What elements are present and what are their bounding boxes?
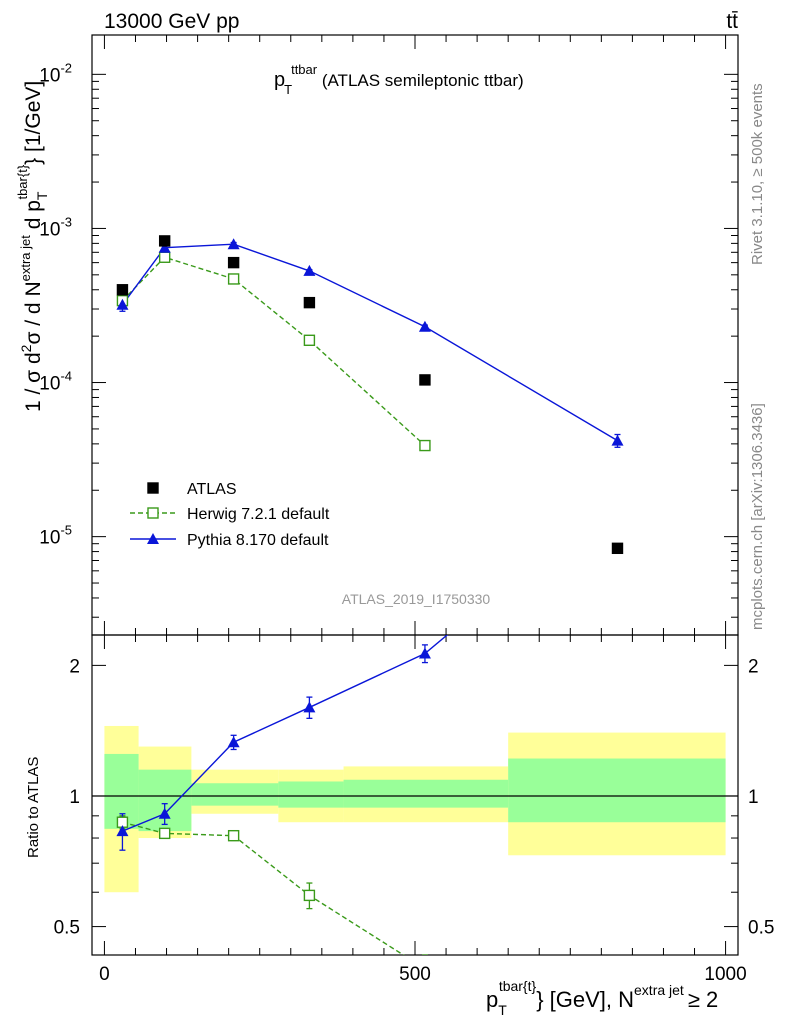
- main-axis-ticks: 10-210-310-410-5: [39, 35, 738, 635]
- main-ytick-label: 10-3: [39, 214, 72, 240]
- ylabel-sup2: 2: [18, 344, 34, 352]
- main-ytick-base: 10: [39, 374, 60, 395]
- legend-herwig-label: Herwig 7.2.1 default: [187, 506, 330, 523]
- main-ytick-base: 10: [39, 528, 60, 549]
- header-right: tt̄: [726, 10, 738, 33]
- legend-herwig-marker: [147, 507, 159, 519]
- ylabel-sup-extra: extra jet: [18, 235, 33, 282]
- pythia-point: [303, 264, 316, 276]
- xlabel-rest: } [GeV], N: [536, 987, 634, 1012]
- ratio-ylabel: Ratio to ATLAS: [25, 757, 42, 858]
- main-ytick-label: 10-4: [39, 369, 72, 395]
- main-ytick-base: 10: [39, 219, 60, 240]
- pythia-point: [116, 298, 129, 310]
- ratio-band-inner: [508, 758, 726, 823]
- pythia-ratio-point: [227, 736, 240, 748]
- pythia-ratio-point: [158, 807, 171, 819]
- herwig-ratio-point: [227, 829, 240, 842]
- ratio-bands: [92, 725, 738, 893]
- pythia-point: [227, 238, 240, 250]
- main-title-sub: T: [284, 82, 292, 97]
- main-title: pTttbar (ATLAS semileptonic ttbar): [274, 62, 524, 97]
- legend-pythia-label: Pythia 8.170 default: [187, 532, 329, 549]
- main-title-sup: ttbar: [291, 62, 318, 77]
- main-ytick-exp: -5: [60, 523, 72, 538]
- xlabel-p: p: [486, 987, 498, 1012]
- herwig-ratio-line: [122, 821, 405, 955]
- atlas-point: [419, 374, 431, 386]
- ratio-ytick-label: 2: [69, 656, 80, 677]
- pythia-line: [121, 243, 618, 442]
- herwig-point: [303, 334, 316, 346]
- atlas-point: [303, 296, 316, 309]
- rivet-label: Rivet 3.1.10, ≥ 500k events: [749, 83, 766, 265]
- pythia-point: [611, 434, 624, 446]
- ratio-band-inner: [191, 783, 279, 806]
- ratio-data: [116, 487, 623, 955]
- pythia-ratio-point: [418, 647, 431, 659]
- main-title-p: p: [274, 69, 285, 91]
- ylabel-sub-T: T: [34, 191, 50, 200]
- pythia-ratio-point: [303, 701, 316, 713]
- ratio-ytick-label: 1: [69, 787, 80, 808]
- xlabel-sup: tbar{t}: [499, 978, 537, 994]
- atlas-point: [158, 235, 171, 247]
- ratio-band-inner: [278, 781, 344, 808]
- ratio-ytick-label-right: 0.5: [748, 918, 774, 939]
- ratio-axis-ticks: 0.5 0.5 1 1 2 2 0 500 1000: [54, 635, 774, 985]
- main-ytick-label: 10-2: [39, 60, 72, 86]
- pythia-ratio-line: [122, 635, 449, 832]
- atlas-point: [116, 284, 129, 296]
- herwig-point: [419, 439, 431, 452]
- mcplots-label: mcplots.cern.ch [arXiv:1306.3436]: [749, 403, 766, 630]
- xlabel-sub: T: [498, 1002, 507, 1018]
- main-ytick-exp: -2: [60, 60, 72, 75]
- ratio-ytick-label-right: 2: [748, 656, 759, 677]
- ratio-band-inner: [343, 779, 509, 808]
- analysis-id: ATLAS_2019_I1750330: [342, 591, 491, 607]
- main-title-rest: (ATLAS semileptonic ttbar): [317, 71, 524, 90]
- pythia-ratio-point: [611, 487, 623, 498]
- pythia-point: [158, 241, 171, 253]
- x-axis-label: pTtbar{t}} [GeV], Nextra jet ≥ 2: [486, 978, 718, 1018]
- atlas-point: [611, 542, 624, 555]
- ylabel-part3: d p: [22, 200, 45, 235]
- xlabel-sup2: extra jet: [634, 982, 684, 998]
- atlas-point: [227, 256, 240, 269]
- pythia-ratio-point: [116, 825, 129, 837]
- herwig-point: [227, 273, 240, 285]
- main-ytick-exp: -4: [60, 369, 72, 384]
- main-ytick-label: 10-5: [39, 523, 72, 549]
- main-ytick-exp: -3: [60, 214, 72, 229]
- ratio-xtick-label: 1000: [704, 964, 746, 985]
- ylabel-part1: 1 / σ d: [22, 352, 45, 412]
- xlabel-end: ≥ 2: [688, 987, 718, 1012]
- herwig-point: [158, 251, 171, 263]
- herwig-line: [121, 256, 426, 447]
- herwig-ratio-point: [303, 889, 316, 902]
- ratio-ytick-label: 0.5: [54, 918, 80, 939]
- legend-pythia-marker: [147, 533, 159, 544]
- ratio-xtick-label: 0: [99, 964, 110, 985]
- main-ylabel: 1 / σ d2σ / d Nextra jet d pTtbar{t}} [1…: [15, 81, 50, 412]
- header-left: 13000 GeV pp: [104, 10, 239, 33]
- main-ytick-base: 10: [39, 65, 60, 86]
- legend: ATLAS Herwig 7.2.1 default Pythia 8.170 de…: [130, 481, 330, 549]
- ylabel-sup-tbar: tbar{t}: [15, 164, 30, 199]
- ylabel-part2: σ / d N: [22, 281, 45, 344]
- main-data: [116, 235, 624, 555]
- legend-atlas-marker: [147, 482, 159, 494]
- ratio-xtick-label: 500: [399, 964, 431, 985]
- pythia-point: [418, 320, 431, 332]
- legend-atlas-label: ATLAS: [187, 481, 237, 498]
- ylabel-part4: } [1/GeV]: [22, 81, 45, 165]
- herwig-ratio-point: [158, 827, 171, 840]
- ratio-ytick-label-right: 1: [748, 787, 759, 808]
